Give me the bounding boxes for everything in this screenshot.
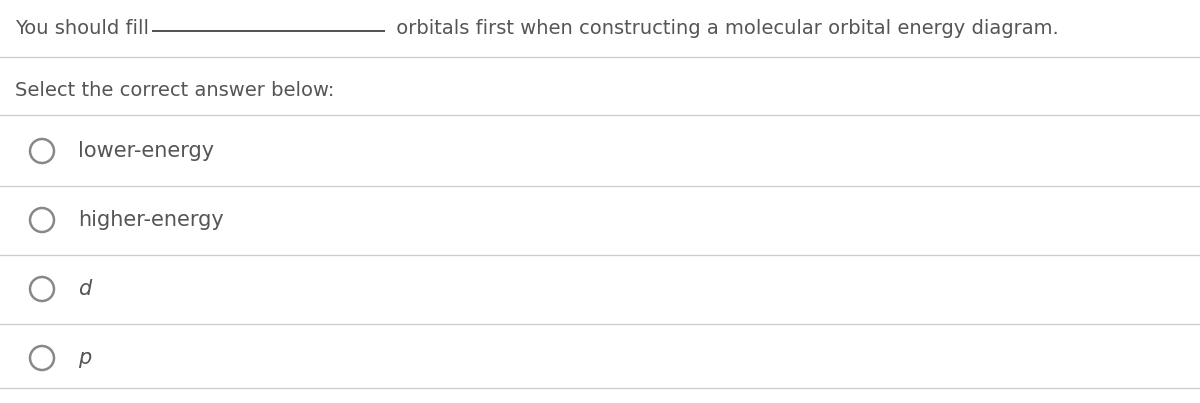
Text: You should fill: You should fill	[14, 19, 155, 37]
Text: orbitals first when constructing a molecular orbital energy diagram.: orbitals first when constructing a molec…	[390, 19, 1058, 37]
Text: lower-energy: lower-energy	[78, 141, 214, 161]
Text: p: p	[78, 348, 91, 368]
Text: d: d	[78, 279, 91, 299]
Text: Select the correct answer below:: Select the correct answer below:	[14, 81, 335, 100]
Text: higher-energy: higher-energy	[78, 210, 223, 230]
